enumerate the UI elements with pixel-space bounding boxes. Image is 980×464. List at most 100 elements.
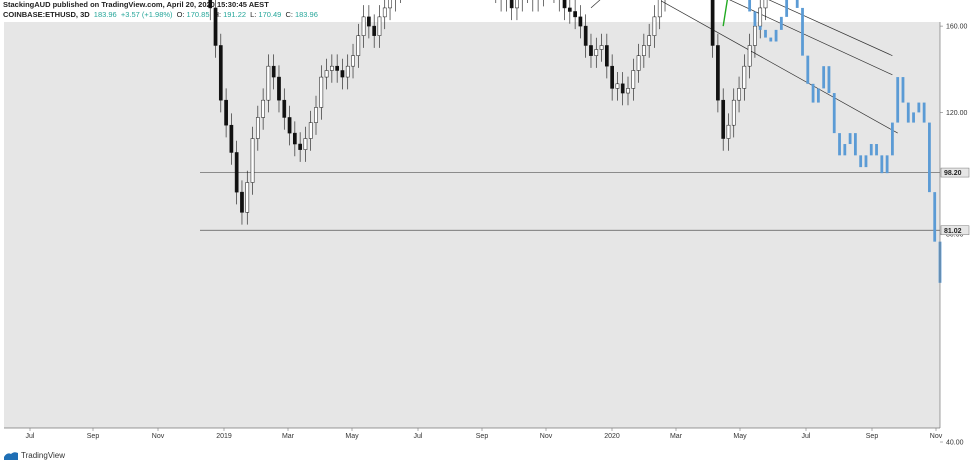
- candle: [382, 7, 387, 18]
- projection-bar: [864, 155, 868, 168]
- symbol: COINBASE:ETHUSD, 3D: [3, 10, 90, 19]
- candle: [737, 88, 741, 101]
- price-change: +3.57 (+1.98%): [120, 10, 173, 19]
- projection-bar: [922, 102, 926, 123]
- projection-bar: [811, 83, 815, 103]
- candle: [726, 124, 731, 139]
- x-tick-label: Mar: [670, 433, 683, 440]
- low-value: 170.49: [258, 10, 282, 19]
- projection-bar: [769, 37, 773, 42]
- candle: [388, 0, 392, 9]
- candle: [604, 45, 609, 67]
- projection-bar: [880, 155, 884, 174]
- x-tick-label: May: [345, 433, 359, 440]
- x-tick-label: Sep: [476, 433, 489, 440]
- candle: [509, 0, 514, 9]
- candle: [758, 7, 763, 27]
- candle: [747, 45, 752, 67]
- candle: [319, 76, 324, 108]
- candle: [372, 25, 377, 36]
- projection-bar: [827, 66, 831, 94]
- last-price: 183.96: [93, 10, 117, 19]
- price-label: 81.02: [944, 228, 962, 235]
- projection-bar: [764, 29, 767, 38]
- candle: [599, 45, 604, 50]
- candle: [303, 138, 308, 150]
- candle: [642, 45, 646, 56]
- candle: [731, 99, 736, 126]
- projection-bar: [859, 155, 863, 168]
- close-value: 183.96: [294, 10, 318, 19]
- candle: [567, 7, 572, 12]
- candle: [716, 45, 720, 101]
- projection-bar: [779, 16, 783, 30]
- projection-bar: [774, 29, 778, 42]
- candle: [763, 0, 768, 9]
- candle: [277, 76, 281, 101]
- projection-bar: [917, 102, 921, 113]
- projection-bar: [906, 102, 910, 123]
- candle: [240, 191, 244, 213]
- candle: [255, 117, 260, 139]
- candle: [234, 152, 239, 193]
- candle: [314, 107, 318, 123]
- candle: [345, 65, 350, 78]
- open-label: O:: [176, 10, 185, 19]
- candle: [742, 65, 747, 89]
- candle: [330, 65, 334, 71]
- candle: [615, 83, 620, 89]
- x-tick-label: Nov: [930, 433, 943, 440]
- tradingview-logo-icon: [4, 451, 18, 460]
- candle: [356, 35, 361, 56]
- projection-bar: [853, 133, 857, 156]
- candle: [583, 25, 588, 46]
- candle: [367, 16, 371, 27]
- brand-name: TradingView: [21, 450, 66, 460]
- candle: [626, 88, 630, 94]
- y-tick-label: 80.00: [946, 232, 964, 239]
- price-label-box: [940, 225, 970, 236]
- candle: [266, 65, 271, 101]
- projection-bar: [816, 88, 820, 103]
- candle: [610, 65, 614, 89]
- candle: [250, 138, 255, 183]
- projection-bar: [748, 0, 752, 12]
- candle: [213, 7, 218, 46]
- candle: [308, 122, 313, 139]
- candle: [287, 117, 292, 134]
- candle: [573, 11, 577, 18]
- projection-bar: [843, 144, 847, 156]
- candle: [245, 182, 250, 213]
- projection-bar: [912, 112, 915, 123]
- open-value: 170.85: [186, 10, 210, 19]
- candle: [324, 70, 329, 78]
- projection-bar: [891, 122, 894, 156]
- candle: [721, 99, 726, 139]
- x-tick-label: 2020: [604, 433, 620, 440]
- projection-bar: [928, 122, 931, 193]
- candle: [340, 70, 345, 78]
- candle: [292, 132, 297, 145]
- projection-bar: [801, 7, 804, 56]
- candle: [594, 49, 599, 56]
- candle: [620, 83, 625, 94]
- projection-bar: [795, 0, 799, 8]
- x-tick-label: Sep: [866, 433, 879, 440]
- y-tick-label: 120.00: [946, 110, 968, 117]
- candle: [589, 45, 593, 56]
- trendline: [729, 0, 893, 76]
- projection-bar: [785, 0, 789, 17]
- candle: [657, 0, 662, 18]
- candle: [229, 124, 234, 153]
- candle: [261, 99, 265, 118]
- x-tick-label: May: [733, 433, 747, 440]
- projection-bar: [822, 66, 826, 89]
- candle: [298, 143, 302, 150]
- y-tick-label: 40.00: [946, 440, 964, 447]
- candle: [351, 55, 355, 67]
- candle: [377, 16, 382, 36]
- projection-bar: [933, 192, 937, 242]
- y-tick-label: 160.00: [946, 24, 968, 31]
- candle: [631, 70, 636, 89]
